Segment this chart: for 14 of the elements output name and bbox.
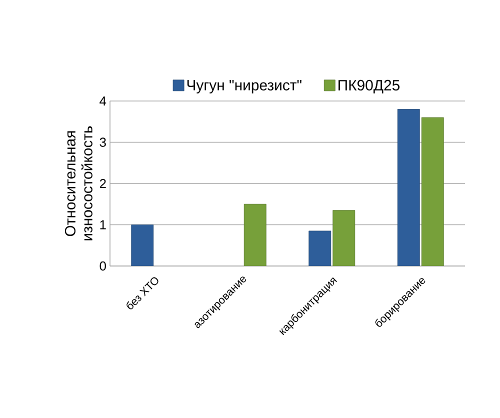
y-tick-label: 3 bbox=[100, 138, 106, 147]
legend-label: Чугун "нирезист" bbox=[187, 80, 302, 94]
legend-label: ПК90Д25 bbox=[338, 80, 400, 94]
y-tick-label: 0 bbox=[100, 261, 106, 271]
bar bbox=[244, 204, 266, 266]
y-tick-label: 4 bbox=[100, 96, 106, 106]
bar bbox=[332, 210, 356, 266]
bar bbox=[131, 224, 154, 266]
bar bbox=[397, 109, 420, 266]
bar bbox=[308, 230, 332, 266]
y-axis-title: Относительная износостойкость bbox=[64, 126, 92, 240]
y-tick-label: 2 bbox=[100, 178, 106, 188]
y-tick-label: 1 bbox=[100, 220, 106, 230]
bar bbox=[421, 117, 444, 266]
